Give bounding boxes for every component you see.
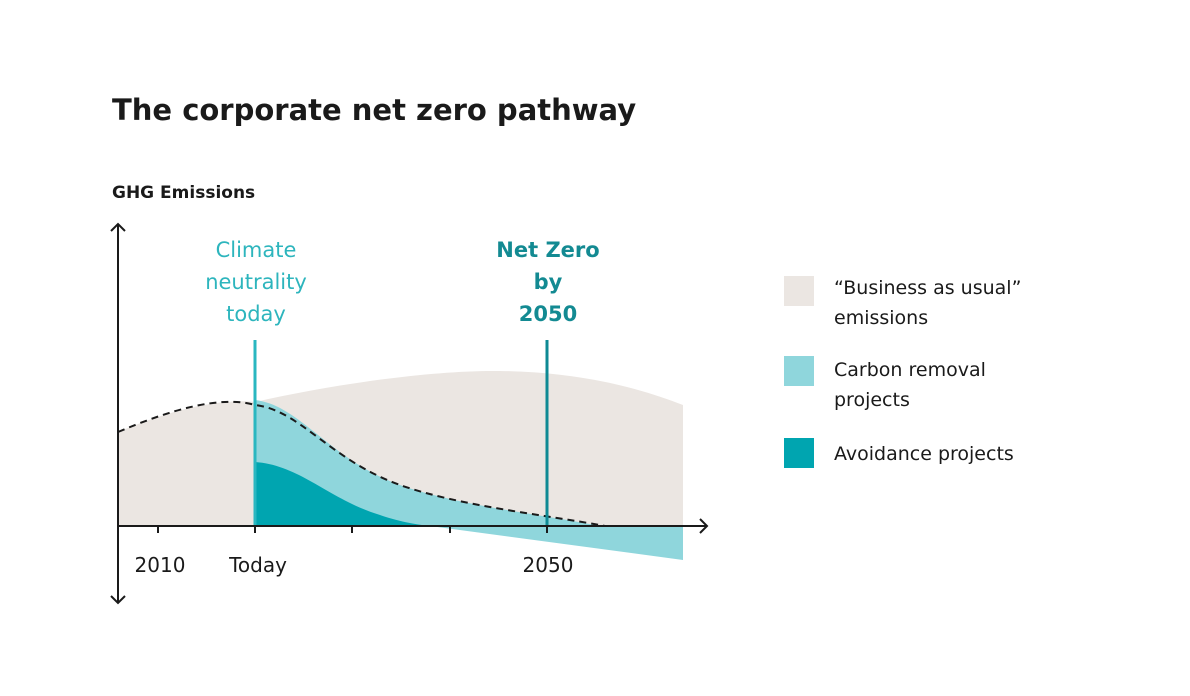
y-axis-label: GHG Emissions xyxy=(112,183,255,203)
legend-swatch xyxy=(784,438,814,468)
legend-text: emissions xyxy=(834,307,928,329)
annotation-line: Climate xyxy=(216,238,297,262)
x-label: 2050 xyxy=(523,553,574,577)
annotation-line: neutrality xyxy=(205,270,307,294)
annotation-line: by xyxy=(534,270,563,294)
x-label: Today xyxy=(228,553,287,577)
legend-text: “Business as usual” xyxy=(834,277,1021,299)
annotation-line: 2050 xyxy=(519,302,577,326)
legend-swatch xyxy=(784,276,814,306)
legend-text: Avoidance projects xyxy=(834,443,1014,465)
pathway-line xyxy=(117,400,606,527)
annotation-net-zero: Net Zero by 2050 xyxy=(496,238,599,326)
avoidance-area xyxy=(255,462,430,526)
annotation-line: Net Zero xyxy=(496,238,599,262)
legend: “Business as usual” emissions Carbon rem… xyxy=(834,277,1021,465)
legend-text: Carbon removal xyxy=(834,359,986,381)
legend-text: projects xyxy=(834,389,910,411)
x-label: 2010 xyxy=(135,553,186,577)
axes xyxy=(110,222,709,605)
title: The corporate net zero pathway xyxy=(112,93,636,127)
legend-swatch xyxy=(784,356,814,386)
annotation-climate: Climate neutrality today xyxy=(205,238,307,326)
annotation-line: today xyxy=(226,302,286,326)
